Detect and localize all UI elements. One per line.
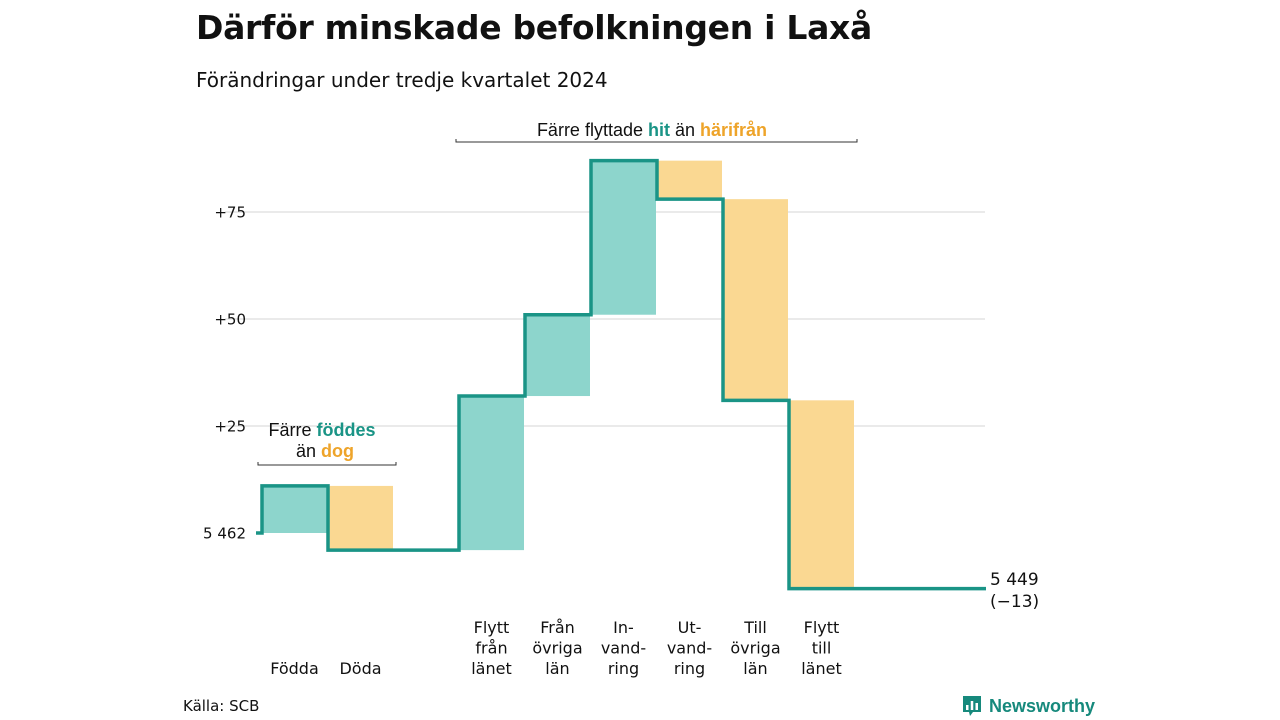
- annotation-bracket: [455, 139, 858, 143]
- brand-logo[interactable]: Newsworthy: [961, 694, 1095, 718]
- x-label: Födda: [270, 659, 319, 678]
- y-tick-label: 5 462: [203, 525, 246, 543]
- x-label-line: vand-: [601, 639, 646, 658]
- x-label: Flytt till länet: [801, 618, 842, 678]
- x-label: Ut-vand-ring: [667, 618, 712, 678]
- chart-bars-icon: [963, 696, 981, 716]
- x-label-line: Födda: [270, 659, 319, 678]
- annotation-part: Färre: [268, 420, 316, 440]
- x-label: Döda: [339, 659, 381, 678]
- x-label-line: från: [475, 639, 507, 658]
- x-label: Flytt från länet: [471, 618, 512, 678]
- annotation-part: än: [670, 120, 700, 140]
- annotation-part: härifrån: [700, 120, 767, 140]
- annotation-bracket: [257, 462, 397, 466]
- x-label-line: Från: [540, 618, 575, 637]
- annotation-part: än: [296, 441, 321, 461]
- x-label-line: Till: [743, 618, 767, 637]
- x-label-line: ring: [608, 659, 639, 678]
- x-label-line: Ut-: [678, 618, 702, 637]
- annotation-part: dog: [321, 441, 354, 461]
- end-value-labels: 5 449(−13): [990, 570, 1039, 612]
- x-label-line: Flytt: [474, 618, 510, 637]
- x-label-line: länet: [801, 659, 842, 678]
- annotation-births-line1: Färre föddes: [268, 420, 375, 440]
- x-label: Från övriga län: [532, 618, 582, 678]
- x-label-line: till: [812, 639, 832, 658]
- x-label: Till övriga län: [730, 618, 780, 678]
- x-label-line: län: [743, 659, 767, 678]
- bar-döda: [328, 485, 393, 551]
- y-tick-label: +50: [214, 311, 246, 329]
- bar-invandring: [591, 160, 656, 315]
- source-note: Källa: SCB: [183, 697, 260, 715]
- annotation-births-line2: än dog: [296, 441, 354, 461]
- bar-flytt-från-länet: [459, 396, 524, 551]
- bar-födda: [262, 485, 327, 533]
- x-label-line: Flytt: [804, 618, 840, 637]
- y-tick-label: +75: [214, 204, 246, 222]
- annotation-part: hit: [648, 120, 670, 140]
- bar-från-övriga-län: [525, 314, 590, 397]
- end-change: (−13): [990, 592, 1039, 612]
- annotation-part: föddes: [317, 420, 376, 440]
- x-label-line: övriga: [532, 639, 582, 658]
- x-label-line: Döda: [339, 659, 381, 678]
- brand-name: Newsworthy: [989, 695, 1096, 716]
- annotation-part: Färre flyttade: [537, 120, 648, 140]
- end-value: 5 449: [990, 570, 1039, 590]
- x-label-line: vand-: [667, 639, 712, 658]
- x-label: In-vand-ring: [601, 618, 646, 678]
- bar-till-övriga-län: [723, 199, 788, 401]
- bar-utvandring: [657, 160, 722, 200]
- chart-title: Därför minskade befolkningen i Laxå: [196, 8, 872, 47]
- running-total-line: [256, 158, 986, 591]
- x-label-line: övriga: [730, 639, 780, 658]
- y-tick-label: +25: [214, 418, 246, 436]
- bar-flytt-till-länet: [789, 400, 854, 589]
- annotation-moves: Färre flyttade hit än härifrån: [537, 120, 767, 140]
- chart-subtitle: Förändringar under tredje kvartalet 2024: [196, 68, 608, 92]
- x-label-line: länet: [471, 659, 512, 678]
- y-axis-ticks: 5 462 +25 +50 +75: [203, 204, 246, 543]
- x-label-line: ring: [674, 659, 705, 678]
- x-label-line: län: [545, 659, 569, 678]
- bars: [262, 160, 854, 589]
- x-label-line: In-: [613, 618, 634, 637]
